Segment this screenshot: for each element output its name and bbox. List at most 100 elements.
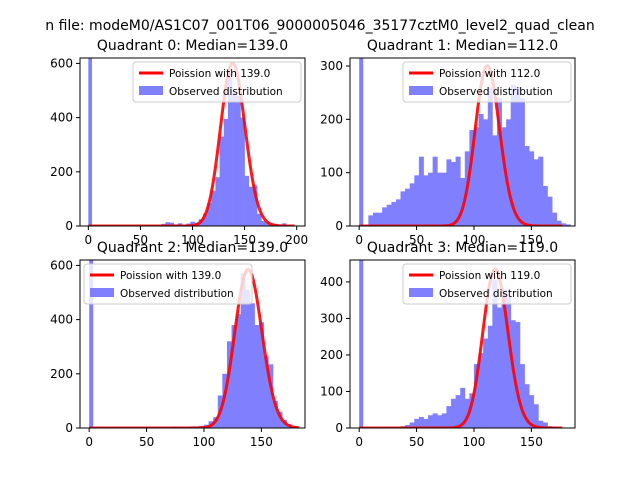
y-tick-label: 200 [50,367,73,381]
histogram-bar [272,400,278,428]
histogram-bar [240,273,246,428]
y-tick-label: 0 [335,219,343,233]
histogram-bar [372,212,378,226]
histogram-bar [524,384,530,428]
y-tick-label: 100 [320,166,343,180]
histogram-bar [245,289,251,428]
y-tick-label: 600 [50,258,73,272]
histogram-bar [510,84,516,226]
legend-curve-label: Poission with 112.0 [439,68,540,80]
plot-area [358,58,571,226]
histogram-bar [252,185,258,226]
histogram-bar [263,356,269,428]
x-tick-label: 150 [233,233,256,247]
subplot-title: Quadrant 2: Median=139.0 [97,240,288,256]
histogram-bar [432,156,438,226]
y-tick-label: 400 [50,313,73,327]
histogram-bar [261,221,266,226]
histogram-spike-bar [88,58,92,226]
subplot-title: Quadrant 0: Median=139.0 [97,38,288,54]
axes-frame [349,259,576,429]
legend-hist-swatch [409,86,433,95]
histogram-bar [409,422,415,428]
histogram-bar [529,395,535,428]
y-tick-label: 300 [320,311,343,325]
legend: Poission with 139.0 Observed distribution [83,263,253,305]
y-tick-label: 200 [320,348,343,362]
histogram-bar [478,114,484,226]
histogram-bar [478,353,484,428]
x-tick-label: 50 [139,435,154,449]
legend-hist-label: Observed distribution [439,288,553,300]
x-tick-label: 200 [285,233,308,247]
x-tick-label: 0 [85,435,93,449]
histogram-bar [496,307,502,428]
histogram-spike-bar [359,58,364,226]
x-tick-label: 100 [193,435,216,449]
x-tick-label: 150 [520,233,543,247]
histogram-bar [231,325,237,428]
x-tick-label: 100 [181,233,204,247]
histogram-bar [190,221,195,226]
x-tick-label: 100 [463,233,486,247]
legend-curve-label: Poission with 139.0 [120,270,221,282]
histogram-bar [533,159,539,226]
y-tick-label: 400 [320,275,343,289]
histogram-bar [391,202,397,226]
histogram-bar [473,364,479,428]
histogram-bar [277,411,283,428]
histogram-bar [223,118,229,226]
histogram-bar [515,87,521,226]
histogram-bar [441,413,447,428]
x-tick-label: 150 [520,435,543,449]
histogram-bar [249,303,255,428]
plot-area [358,260,564,428]
histogram-bar [455,156,461,226]
subplot-2: 0 50 100 150 0 200 400 600 Quadrant 2: Median=13… [50,240,306,449]
y-tick-label: 0 [335,421,343,435]
histogram-bar [244,175,250,226]
legend-hist-swatch [90,288,114,297]
histogram-bar [202,213,208,226]
histogram-bar [268,364,274,428]
histogram-bar [492,135,498,226]
x-tick-label: 50 [133,233,148,247]
x-tick-label: 0 [355,435,363,449]
histogram-bar [165,222,170,226]
histogram-bar [538,420,544,428]
axes-frame [349,57,576,227]
histogram-bar [409,183,415,226]
histogram-bar [395,199,401,226]
histogram-bar [506,296,512,428]
legend-hist-swatch [409,288,433,297]
y-tick-label: 400 [50,111,73,125]
histogram-bar [400,191,406,226]
histogram-bar [423,418,429,428]
histogram-bar [232,93,237,226]
histogram-bar [259,322,265,428]
legend: Poission with 139.0 Observed distribution [132,61,302,103]
histogram-bar [492,280,498,428]
histogram-bar [215,177,220,226]
legend-hist-swatch [139,86,163,95]
histogram-bar [451,162,457,226]
y-tick-label: 600 [50,56,73,70]
y-tick-label: 300 [320,59,343,73]
histogram-bar [483,119,489,226]
histogram-bar [169,222,175,226]
x-tick-label: 0 [355,233,363,247]
histogram-spike-bar [359,260,364,428]
legend-frame [402,263,572,305]
histogram-bar [542,422,548,428]
legend-hist-label: Observed distribution [439,86,553,98]
subplot-title: Quadrant 3: Median=119.0 [367,240,558,256]
legend: Poission with 112.0 Observed distribution [402,61,572,103]
x-tick-label: 0 [85,233,93,247]
subplot-3: 0 50 100 150 0 100 200 300 400 Quadrant 3: Median… [320,240,576,449]
legend-frame [402,61,572,103]
y-tick-label: 0 [65,421,73,435]
histogram-bar [519,98,525,226]
histogram-bar [473,127,479,226]
x-tick-label: 50 [409,233,424,247]
